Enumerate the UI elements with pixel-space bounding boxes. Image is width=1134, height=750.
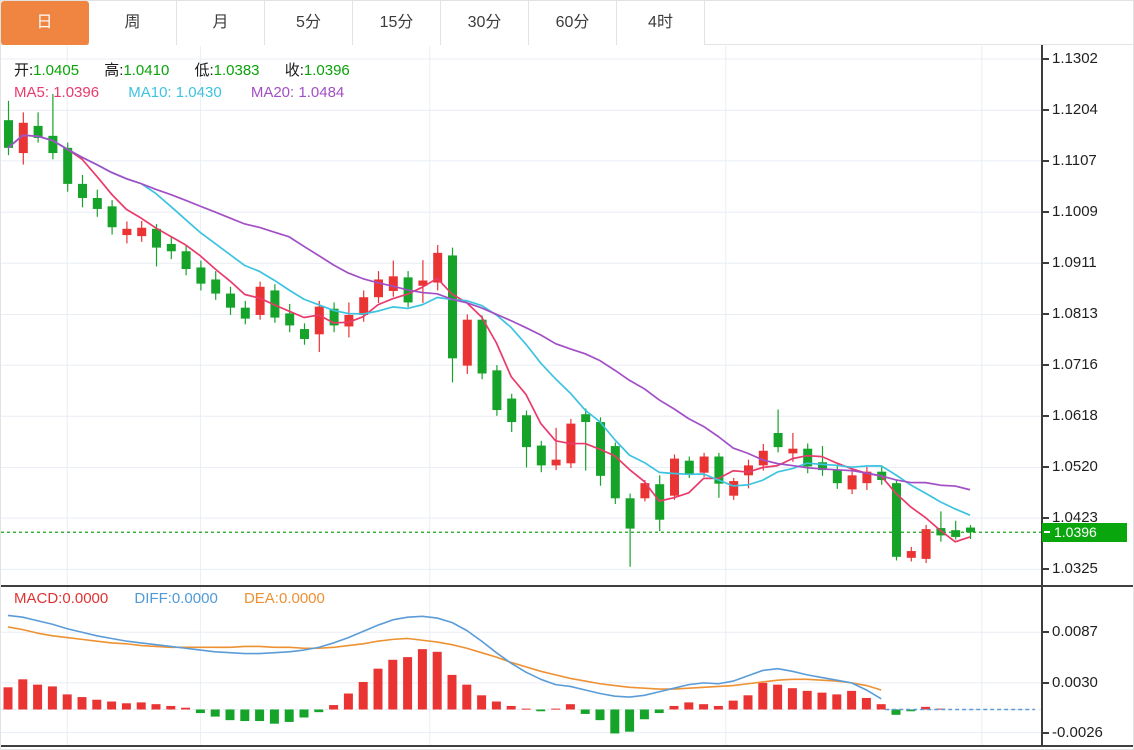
macd-axis-tick [1042, 631, 1049, 634]
tab-week[interactable]: 周 [89, 1, 177, 45]
macd-axis-label: 0.0030 [1052, 673, 1098, 691]
price-axis-label: 1.0618 [1052, 407, 1098, 425]
tab-15min[interactable]: 15分 [353, 1, 441, 45]
price-axis-tick [1042, 568, 1049, 571]
price-axis-tick [1042, 159, 1049, 162]
price-axis-label: 1.1204 [1052, 101, 1098, 119]
price-axis-label: 1.0911 [1052, 254, 1097, 272]
price-axis-label: 1.1009 [1052, 203, 1098, 221]
price-axis-label: 1.0716 [1052, 356, 1098, 374]
current-price-badge: 1.0396 [1042, 523, 1127, 542]
macd-value-legend: MACD:0.0000 [14, 590, 109, 607]
dea-value-legend: DEA:0.0000 [243, 590, 325, 607]
tab-day[interactable]: 日 [1, 1, 89, 45]
timeframe-tabbar: 日 周 月 5分 15分 30分 60分 4时 [1, 1, 1133, 45]
price-axis-tick [1042, 517, 1049, 520]
price-axis-tick [1042, 364, 1049, 367]
price-axis-label: 1.1107 [1052, 151, 1097, 169]
macd-axis-tick [1042, 731, 1049, 734]
ma-legend: MA5: 1.0396 MA10: 1.0430 MA20: 1.0484 [14, 84, 344, 101]
high-label: 高: [104, 62, 124, 79]
price-axis-label: 1.0520 [1052, 458, 1098, 476]
high-value: 1.0410 [123, 62, 170, 79]
chart-canvas[interactable] [1, 45, 1134, 750]
macd-axis-tick [1042, 681, 1049, 684]
tab-4hour[interactable]: 4时 [617, 1, 705, 45]
close-value: 1.0396 [303, 62, 350, 79]
diff-value-legend: DIFF:0.0000 [134, 590, 218, 607]
price-axis-tick [1042, 262, 1049, 265]
tab-30min[interactable]: 30分 [441, 1, 529, 45]
low-label: 低: [194, 62, 214, 79]
tab-5min[interactable]: 5分 [265, 1, 353, 45]
price-axis-tick [1042, 109, 1049, 112]
price-axis-label: 1.0325 [1052, 560, 1098, 578]
open-label: 开: [14, 62, 34, 79]
open-value: 1.0405 [33, 62, 80, 79]
price-axis-label: 1.0813 [1052, 305, 1098, 323]
tab-60min[interactable]: 60分 [529, 1, 617, 45]
ma10-legend: MA10: 1.0430 [128, 84, 222, 101]
price-axis-tick [1042, 466, 1049, 469]
panel-separator-line [1, 585, 1133, 587]
price-axis-label: 1.0423 [1052, 509, 1098, 527]
price-axis-tick [1042, 313, 1049, 316]
price-y-axis-line [1041, 45, 1043, 746]
badge-tick [1044, 531, 1050, 533]
price-axis-tick [1042, 211, 1049, 214]
price-axis-tick [1042, 415, 1049, 418]
ma20-legend: MA20: 1.0484 [250, 84, 345, 101]
low-value: 1.0383 [213, 62, 260, 79]
ohlc-legend: 开:1.0405 高:1.0410 低:1.0383 收:1.0396 [14, 59, 371, 80]
macd-legend: MACD:0.0000 DIFF:0.0000 DEA:0.0000 [14, 590, 325, 607]
close-label: 收: [284, 62, 304, 79]
price-axis-label: 1.1302 [1052, 50, 1098, 68]
bottom-axis-line [1, 745, 1133, 747]
macd-axis-label: 0.0087 [1052, 623, 1098, 641]
ma5-legend: MA5: 1.0396 [14, 84, 100, 101]
price-axis-tick [1042, 58, 1049, 61]
tab-month[interactable]: 月 [177, 1, 265, 45]
macd-axis-label: -0.0026 [1052, 723, 1103, 741]
